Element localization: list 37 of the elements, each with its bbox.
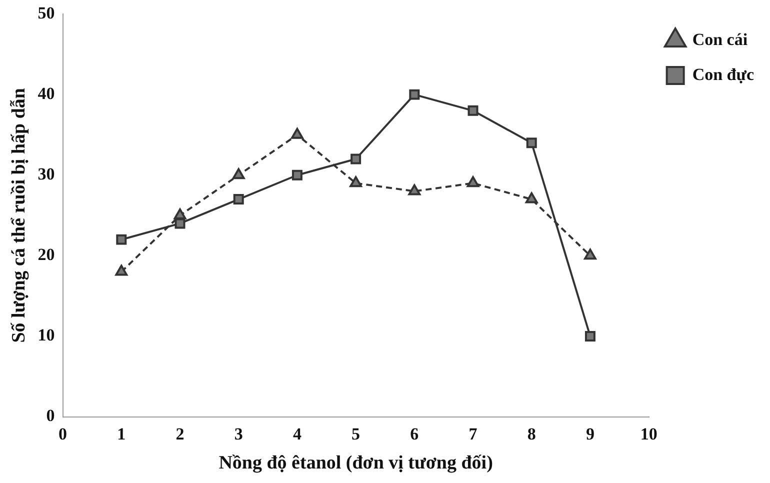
point — [233, 194, 244, 205]
legend-label: Con đực — [692, 64, 754, 84]
x-tick-label: 6 — [410, 424, 419, 444]
point — [350, 154, 362, 164]
legend-label: Con cái — [692, 30, 748, 49]
y-tick-label: 40 — [38, 84, 55, 103]
y-axis-title: Số lượng cá thể ruồi bị hấp dẫn — [8, 88, 30, 343]
x-tick-label: 4 — [292, 424, 302, 444]
point — [408, 184, 421, 196]
x-axis-title: Nồng độ êtanol (đơn vị tương đối) — [218, 452, 493, 474]
y-tick-label: 0 — [46, 406, 55, 426]
point — [584, 248, 596, 260]
y-tick-label: 10 — [38, 326, 55, 345]
y-tick-label: 50 — [38, 3, 55, 22]
x-tick-label: 10 — [640, 424, 658, 444]
point — [115, 264, 128, 276]
point — [525, 192, 538, 204]
point — [232, 168, 245, 180]
point — [350, 176, 362, 188]
x-tick-label: 2 — [176, 424, 184, 444]
point — [409, 89, 420, 100]
point — [468, 105, 478, 116]
point — [116, 234, 127, 245]
point — [466, 176, 480, 188]
x-tick-label: 1 — [117, 424, 126, 444]
x-tick-label: 7 — [468, 424, 478, 444]
x-tick-label: 9 — [586, 424, 594, 444]
point — [291, 128, 304, 139]
point — [174, 208, 186, 220]
x-tick-label: 3 — [234, 424, 243, 444]
y-tick-label: 20 — [38, 245, 55, 264]
point — [292, 170, 302, 180]
x-tick-label: 8 — [527, 424, 536, 444]
x-tick-label: 0 — [58, 424, 68, 444]
y-tick-label: 30 — [38, 164, 55, 184]
point — [526, 138, 537, 148]
x-tick-label: 5 — [352, 424, 360, 444]
